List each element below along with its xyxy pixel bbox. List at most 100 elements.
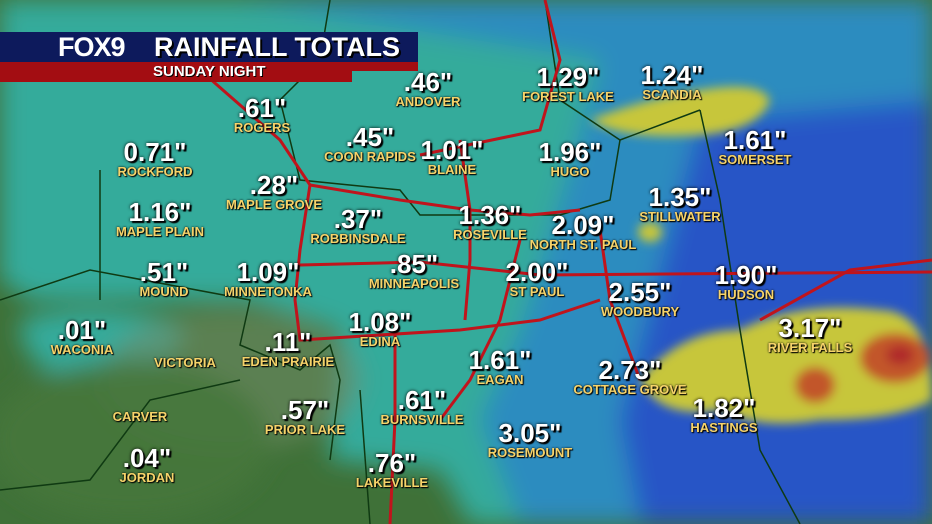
location-label: 1.16" MAPLE PLAIN — [115, 199, 205, 239]
location-label: 2.55" WOODBURY — [600, 277, 680, 319]
location-label: 1.36" ROSEVILLE — [453, 200, 527, 242]
city-name: ANDOVER — [395, 94, 461, 109]
location-label: .37" ROBBINSDALE — [310, 204, 406, 246]
rainfall-value: .51" — [139, 257, 189, 287]
location-label: 2.00" ST PAUL — [505, 257, 569, 299]
city-name: EDEN PRAIRIE — [241, 354, 335, 369]
location-label: .28" MAPLE GROVE — [225, 170, 323, 212]
fox9-logo: FOX9 — [58, 32, 126, 62]
rainfall-value: .45" — [345, 122, 395, 152]
location-label: 1.01" BLAINE — [420, 135, 484, 177]
highway-roads — [199, 0, 932, 524]
city-name: MAPLE PLAIN — [115, 224, 205, 239]
city-name: NORTH ST. PAUL — [529, 237, 637, 252]
location-label: 2.73" COTTAGE GROVE — [573, 355, 687, 397]
location-label: VICTORIA — [154, 355, 216, 370]
rainfall-value: 1.29" — [536, 62, 600, 92]
rainfall-value: 0.71" — [123, 137, 187, 167]
rainfall-value: 1.36" — [458, 200, 522, 230]
rainfall-value: 2.73" — [598, 355, 662, 385]
rainfall-value: 1.01" — [420, 135, 484, 165]
city-name: CARVER — [112, 409, 168, 424]
city-name: WOODBURY — [600, 304, 680, 319]
location-label: 1.90" HUDSON — [715, 262, 778, 302]
city-name: RIVER FALLS — [767, 340, 853, 355]
city-name: SOMERSET — [718, 152, 792, 167]
city-name: MINNEAPOLIS — [368, 276, 460, 291]
city-name: MOUND — [139, 284, 189, 299]
city-name: JORDAN — [119, 470, 175, 485]
page-title: RAINFALL TOTALS — [154, 32, 400, 62]
location-label: .61" BURNSVILLE — [380, 385, 464, 427]
city-name: FOREST LAKE — [522, 89, 614, 104]
location-label: .11" EDEN PRAIRIE — [241, 327, 335, 369]
rainfall-value: .28" — [249, 170, 299, 200]
rainfall-value: .11" — [264, 327, 312, 357]
location-label: 1.61" SOMERSET — [718, 127, 792, 167]
city-name: ROSEMOUNT — [487, 445, 573, 460]
city-name: STILLWATER — [639, 209, 721, 224]
rainfall-value: .76" — [367, 448, 417, 478]
city-name: LAKEVILLE — [355, 475, 429, 490]
rainfall-value: 2.00" — [505, 257, 569, 287]
rainfall-value: 2.55" — [608, 277, 672, 307]
city-name: COTTAGE GROVE — [573, 382, 687, 397]
city-name: WACONIA — [50, 342, 114, 357]
location-label: CARVER — [113, 409, 168, 424]
city-name: ROGERS — [233, 120, 291, 135]
city-name: EDINA — [359, 334, 401, 349]
location-label: 1.08" EDINA — [348, 307, 412, 349]
city-name: EAGAN — [476, 372, 524, 387]
city-name: HASTINGS — [690, 420, 758, 435]
heavy-rain-areas — [590, 86, 932, 424]
rainfall-value: 2.09" — [551, 210, 615, 240]
location-label: 0.71" ROCKFORD — [117, 137, 193, 179]
city-name: HUGO — [550, 164, 590, 179]
rainfall-value: 1.96" — [538, 137, 602, 167]
location-label: .76" LAKEVILLE — [355, 448, 429, 490]
rainfall-value: .61" — [237, 93, 287, 123]
city-name: SCANDIA — [642, 87, 702, 102]
rainfall-value: .04" — [122, 443, 172, 473]
rainfall-value: 1.35" — [648, 182, 712, 212]
rainfall-value: 1.82" — [692, 393, 756, 423]
location-label: 2.09" NORTH ST. PAUL — [529, 210, 637, 252]
rainfall-value: .85" — [389, 249, 439, 279]
rainfall-value: 1.61" — [468, 345, 532, 375]
city-name: MAPLE GROVE — [225, 197, 323, 212]
location-label: 1.61" EAGAN — [468, 345, 532, 387]
rainfall-value: .01" — [57, 315, 107, 345]
location-label: 1.82" HASTINGS — [690, 393, 758, 435]
location-label: 3.05" ROSEMOUNT — [487, 418, 573, 460]
city-name: COON RAPIDS — [324, 149, 416, 164]
location-label: 3.17" RIVER FALLS — [767, 313, 853, 355]
rainfall-value: 3.17" — [778, 313, 842, 343]
location-label: 1.35" STILLWATER — [639, 182, 721, 224]
city-name: ROBBINSDALE — [310, 231, 406, 246]
title-banner — [0, 32, 418, 62]
city-name: MINNETONKA — [224, 284, 312, 299]
location-label: 1.24" SCANDIA — [640, 60, 704, 102]
page-subtitle: SUNDAY NIGHT — [153, 63, 266, 80]
subtitle-banner-tail — [352, 62, 418, 71]
location-label: 1.09" MINNETONKA — [224, 259, 312, 299]
city-name: BURNSVILLE — [380, 412, 464, 427]
location-label: .04" JORDAN — [119, 443, 175, 485]
rainfall-value: 3.05" — [498, 418, 562, 448]
rainfall-value: .61" — [397, 385, 447, 415]
rainfall-value: .37" — [333, 204, 383, 234]
rainfall-value: 1.24" — [640, 60, 704, 90]
city-name: ST PAUL — [509, 284, 565, 299]
rainfall-value: .46" — [403, 67, 453, 97]
rainfall-value: 1.08" — [348, 307, 412, 337]
location-label: .46" ANDOVER — [395, 67, 461, 109]
location-label: .57" PRIOR LAKE — [265, 397, 345, 437]
city-name: BLAINE — [427, 162, 477, 177]
city-name: ROCKFORD — [117, 164, 193, 179]
city-name: HUDSON — [717, 287, 775, 302]
location-label: .85" MINNEAPOLIS — [368, 249, 460, 291]
city-name: ROSEVILLE — [453, 227, 527, 242]
city-name: VICTORIA — [154, 355, 216, 370]
location-label: .61" ROGERS — [233, 93, 291, 135]
